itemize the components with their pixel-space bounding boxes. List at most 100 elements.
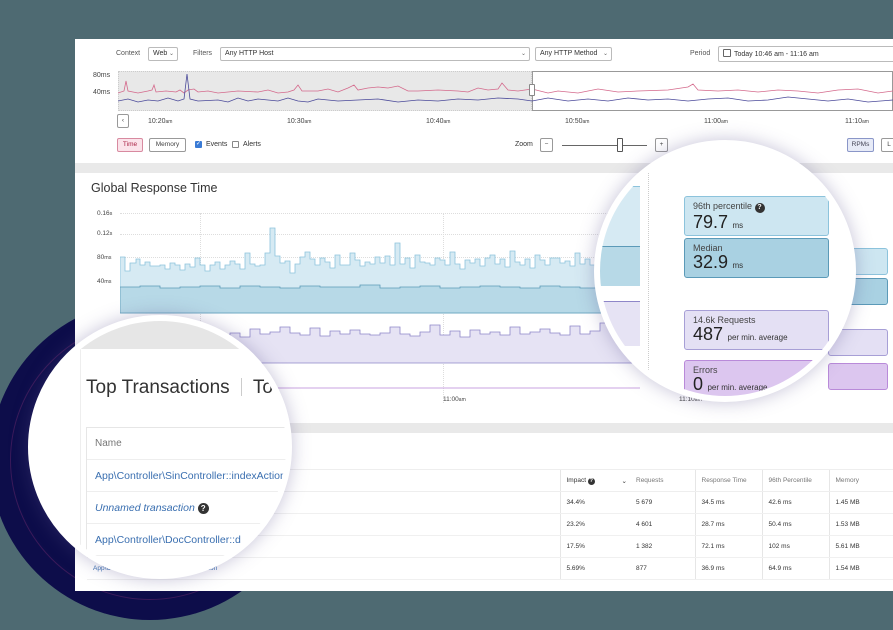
impact-cell: 5.69% xyxy=(559,557,630,580)
method-filter-select[interactable]: Any HTTP Method ⌄ xyxy=(535,47,612,61)
overview-chart[interactable] xyxy=(118,71,893,111)
transactions-table: Name Impact ? ⌄ Requests Response Time 9… xyxy=(87,469,893,580)
ytick-suffix: s xyxy=(109,211,113,217)
memory-button[interactable]: Memory xyxy=(149,138,186,152)
column-header-response-time[interactable]: Response Time xyxy=(694,469,762,492)
rpms-button[interactable]: RPMs xyxy=(847,138,874,152)
magnified-column-header-name[interactable]: Name xyxy=(87,428,286,460)
magnified-transaction-link[interactable]: App\Controller\DocController::d xyxy=(87,524,286,556)
memory-cell: 5.61 MB xyxy=(828,535,893,558)
zoom-label: Zoom xyxy=(515,141,533,148)
zoom-slider-track[interactable] xyxy=(562,145,647,146)
magnified-table: Name App\Controller\SinController::index… xyxy=(86,427,286,556)
magnified-p96-area xyxy=(600,186,640,246)
response-time-cell: 34.5 ms xyxy=(694,491,762,514)
requests-cell: 877 xyxy=(630,557,695,580)
requests-label: 14.6k Requests xyxy=(693,315,756,325)
xtick-suffix: am xyxy=(862,119,869,125)
sort-desc-icon: ⌄ xyxy=(621,477,627,485)
ytick-main: 40 xyxy=(97,278,105,285)
column-header-memory[interactable]: Memory xyxy=(828,469,893,492)
overview-range-handle[interactable] xyxy=(529,84,535,96)
filter-bar: Context Web ⌄ Filters Any HTTP Host ⌄ Any … xyxy=(75,39,893,163)
overview-xtick: 11:10am xyxy=(845,118,869,125)
p96-metric-card[interactable]: 96th percentile ? 79.7 ms xyxy=(684,196,829,236)
p96-cell: 64.9 ms xyxy=(761,557,829,580)
requests-unit: per min. average xyxy=(727,333,788,342)
transaction-name: Unnamed transaction xyxy=(95,502,195,514)
xtick-suffix: am xyxy=(304,119,312,125)
column-header-requests[interactable]: Requests xyxy=(630,469,695,492)
period-label: Period xyxy=(690,50,711,57)
column-header-impact[interactable]: Impact ? ⌄ xyxy=(559,469,630,492)
gridline xyxy=(120,234,640,235)
median-unit: ms xyxy=(732,261,744,270)
help-icon[interactable]: ? xyxy=(197,503,209,514)
magnified-requests-area xyxy=(600,301,640,346)
p96-cell: 42.6 ms xyxy=(761,491,829,514)
median-value: 32.9 xyxy=(693,252,729,272)
impact-cell: 23.2% xyxy=(559,513,630,536)
requests-value: 487 xyxy=(693,324,724,344)
context-select[interactable]: Web ⌄ xyxy=(148,47,178,61)
column-header-96th-percentile[interactable]: 96th Percentile xyxy=(761,469,829,492)
response-time-cell: 36.9 ms xyxy=(694,557,762,580)
magnified-transaction-link[interactable]: Unnamed transaction ? xyxy=(87,492,286,524)
requests-metric-card[interactable]: 14.6k Requests 487 per min. average xyxy=(684,310,829,350)
alerts-checkbox[interactable] xyxy=(232,141,239,148)
overview-ytick: 40ms xyxy=(93,89,111,96)
previous-period-button[interactable]: ‹ xyxy=(117,114,129,128)
p96-cell: 102 ms xyxy=(761,535,829,558)
xtick-suffix: am xyxy=(582,119,590,125)
help-icon[interactable]: ? xyxy=(587,477,595,485)
ytick-main: 80 xyxy=(97,254,105,261)
zoom-out-button[interactable]: − xyxy=(540,138,553,152)
median-metric-card[interactable]: Median 32.9 ms xyxy=(684,238,829,278)
xtick-main: 11:00 xyxy=(443,396,459,403)
overview-lines xyxy=(118,73,893,103)
p96-label: 96th percentile xyxy=(693,201,753,211)
magnified-title: Top Transactions To xyxy=(86,377,273,399)
alerts-label: Alerts xyxy=(243,141,261,148)
ytick-suffix: s xyxy=(109,231,113,237)
magnified-transaction-link[interactable]: App\Controller\SinController::indexActio… xyxy=(87,460,286,492)
tab-separator xyxy=(240,378,242,396)
xtick-main: 10:30 xyxy=(287,118,305,125)
ytick-main: 0.16 xyxy=(97,210,110,217)
response-time-series xyxy=(120,227,640,389)
section-divider xyxy=(75,423,893,433)
impact-label: Impact xyxy=(566,476,587,484)
response-time-chart[interactable] xyxy=(120,213,640,403)
requests-cell: 1 382 xyxy=(630,535,695,558)
xtick-main: 10:40 xyxy=(426,118,444,125)
response-time-cell: 72.1 ms xyxy=(694,535,762,558)
xtick-main: 10:20 xyxy=(148,118,166,125)
period-picker[interactable]: Today 10:46 am - 11:16 am xyxy=(718,46,893,62)
errors-value: 0 xyxy=(693,374,704,394)
next-tab-partial[interactable]: To xyxy=(252,377,273,398)
errors-metric-card[interactable]: Errors 0 per min. average xyxy=(684,360,829,396)
gridline xyxy=(648,146,649,396)
gridline xyxy=(120,213,640,214)
help-icon[interactable]: ? xyxy=(754,203,765,213)
xtick-main: 11:10 xyxy=(845,118,862,125)
requests-cell: 4 601 xyxy=(630,513,695,536)
host-filter-select[interactable]: Any HTTP Host ⌄ xyxy=(220,47,530,61)
top-transactions-tab[interactable]: Top Transactions xyxy=(86,377,230,398)
grt-xtick: 11:00am xyxy=(443,396,466,403)
metric-label: 96th percentile ? xyxy=(693,201,820,213)
section-divider xyxy=(75,163,893,173)
chevron-down-icon: ⌄ xyxy=(602,51,608,57)
method-value: Any HTTP Method xyxy=(540,50,598,57)
context-label: Context xyxy=(116,50,141,57)
chevron-left-icon: ‹ xyxy=(121,117,125,124)
p96-cell: 50.4 ms xyxy=(761,513,829,536)
errors-unit: per min. average xyxy=(707,383,768,392)
xtick-suffix: am xyxy=(443,119,451,125)
time-button[interactable]: Time xyxy=(117,138,143,152)
metric-value: 79.7 ms xyxy=(693,213,820,233)
p96-value: 79.7 xyxy=(693,212,729,232)
median-label: Median xyxy=(693,243,723,253)
events-checkbox[interactable] xyxy=(195,140,202,148)
partial-button[interactable]: L xyxy=(881,138,893,152)
